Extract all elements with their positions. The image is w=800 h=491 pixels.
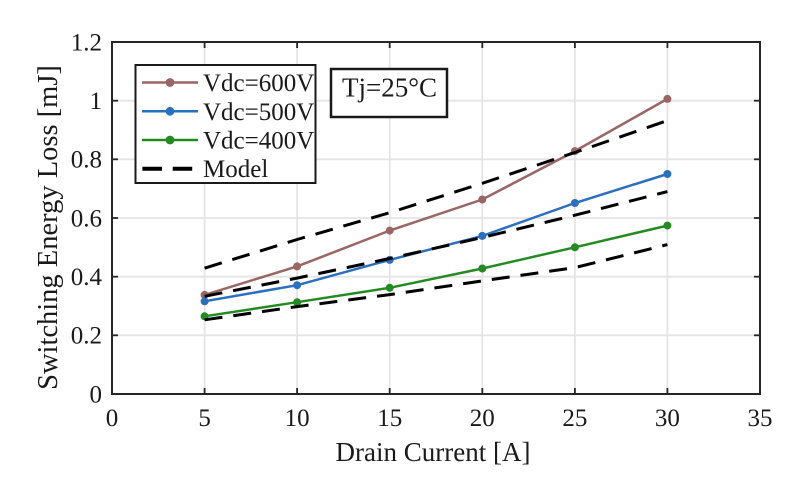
svg-text:0: 0 bbox=[90, 381, 103, 408]
svg-text:0.2: 0.2 bbox=[71, 323, 102, 350]
svg-text:0.8: 0.8 bbox=[71, 147, 102, 174]
svg-text:0: 0 bbox=[106, 405, 119, 432]
svg-text:1: 1 bbox=[90, 88, 103, 115]
svg-text:10: 10 bbox=[285, 405, 310, 432]
svg-text:Vdc=600V: Vdc=600V bbox=[203, 70, 314, 97]
svg-text:15: 15 bbox=[377, 405, 402, 432]
svg-text:20: 20 bbox=[470, 405, 495, 432]
svg-text:5: 5 bbox=[198, 405, 211, 432]
svg-text:1.2: 1.2 bbox=[71, 29, 102, 56]
svg-text:35: 35 bbox=[748, 405, 773, 432]
svg-text:Switching Energy Loss [mJ]: Switching Energy Loss [mJ] bbox=[33, 65, 64, 390]
svg-text:Vdc=500V: Vdc=500V bbox=[203, 99, 314, 126]
svg-text:Vdc=400V: Vdc=400V bbox=[203, 128, 314, 155]
svg-text:Model: Model bbox=[203, 156, 268, 183]
svg-text:Tj=25°C: Tj=25°C bbox=[342, 73, 437, 103]
svg-text:0.4: 0.4 bbox=[71, 264, 103, 291]
svg-text:30: 30 bbox=[655, 405, 680, 432]
svg-text:Drain Current [A]: Drain Current [A] bbox=[336, 437, 531, 467]
svg-text:0.6: 0.6 bbox=[71, 205, 102, 232]
svg-text:25: 25 bbox=[562, 405, 587, 432]
